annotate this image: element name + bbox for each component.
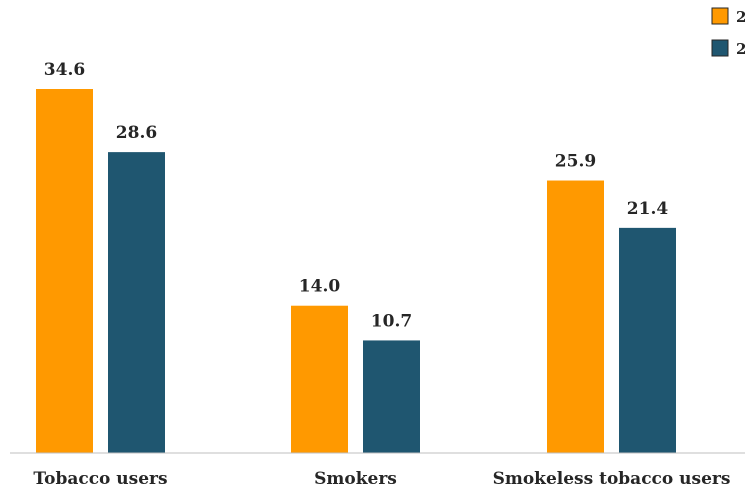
category-labels-group: Tobacco users Smokers Smokeless tobacco us… xyxy=(33,469,730,489)
data-label-0-0: 34.6 xyxy=(44,60,85,80)
bars-group xyxy=(36,89,676,454)
bar-0-0 xyxy=(36,89,93,453)
bar-2-0 xyxy=(547,180,604,454)
legend-label-0: 2 xyxy=(736,8,745,26)
category-label-1: Smokers xyxy=(314,469,397,489)
data-label-0-1: 28.6 xyxy=(116,123,157,143)
legend-label-1: 2 xyxy=(736,40,745,58)
category-label-2: Smokeless tobacco users xyxy=(493,469,731,489)
bar-0-1 xyxy=(108,152,165,453)
category-label-0: Tobacco users xyxy=(33,469,167,489)
bar-2-1 xyxy=(619,227,676,453)
legend-swatch-1 xyxy=(711,39,729,57)
data-label-1-0: 14.0 xyxy=(299,277,341,297)
legend: 22 xyxy=(711,7,745,58)
legend-swatch-0 xyxy=(711,7,729,25)
data-label-2-0: 25.9 xyxy=(555,152,596,172)
data-labels-group: 34.6 28.6 14.0 10.7 25.9 21.4 xyxy=(44,60,669,331)
data-label-1-1: 10.7 xyxy=(371,311,412,331)
data-label-2-1: 21.4 xyxy=(627,199,669,219)
bar-1-0 xyxy=(291,305,348,453)
bar-1-1 xyxy=(363,340,420,453)
